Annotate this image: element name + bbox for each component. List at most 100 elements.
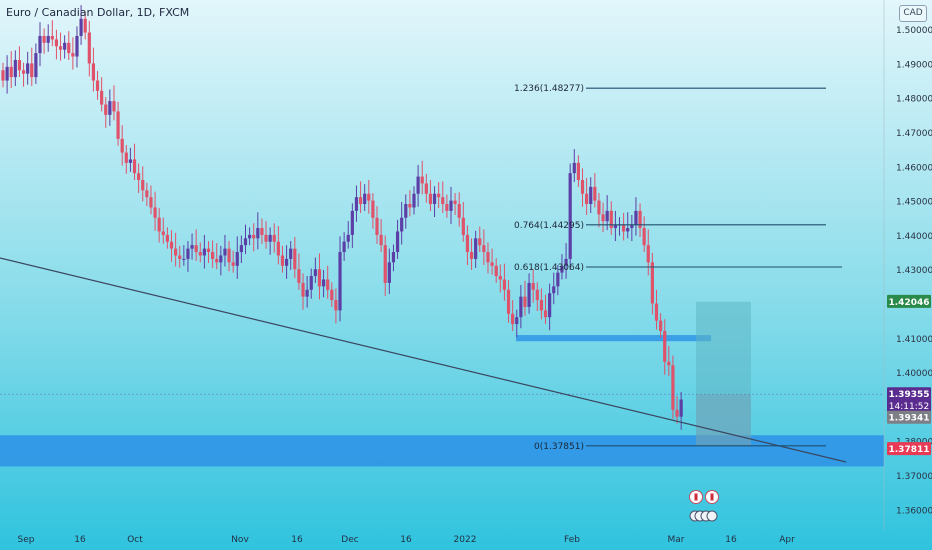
price-badge [887, 442, 931, 456]
candle-body [572, 162, 576, 174]
trend-line [0, 257, 847, 463]
flag-maple [710, 493, 714, 501]
candle-body [95, 80, 100, 91]
candle-body [305, 289, 309, 297]
candle-body [523, 296, 527, 307]
candle-body [202, 248, 206, 256]
candle-body [428, 193, 433, 205]
candle-body [387, 262, 391, 283]
candle-body [46, 35, 50, 43]
chart-title: Euro / Canadian Dollar, 1D, FXCM [6, 6, 190, 19]
candle-body [141, 180, 145, 191]
candle-body [112, 101, 116, 112]
candle-body [124, 152, 128, 163]
candle-body [350, 210, 354, 235]
candle-body [116, 111, 120, 139]
candle-body [531, 282, 535, 290]
candle-body [227, 248, 231, 263]
time-tick-label: 16 [74, 535, 86, 545]
candle-body [576, 162, 580, 181]
candle-body [100, 90, 104, 105]
candle-body [457, 204, 461, 218]
price-tick-label: 1.46000 [896, 163, 932, 173]
candle-body [543, 310, 548, 318]
candle-body [91, 63, 96, 81]
candle-body [289, 248, 293, 259]
candle-body [260, 228, 264, 235]
candle-body [379, 234, 383, 246]
demand-zone [0, 435, 884, 467]
candle-body [498, 276, 502, 280]
time-tick-label: Oct [127, 535, 143, 545]
candle-body [34, 53, 38, 78]
price-tick-label: 1.48000 [896, 95, 932, 105]
candle-body [346, 234, 350, 242]
candle-body [609, 210, 613, 229]
candle-body [502, 279, 507, 290]
candle-body [461, 217, 465, 235]
candle-body [593, 186, 597, 201]
candle-body [219, 255, 223, 263]
candle-body [663, 330, 667, 362]
candle-body [354, 197, 359, 211]
candle-body [597, 200, 601, 215]
candle-body [83, 18, 87, 33]
candle-body [145, 190, 149, 198]
candle-body [552, 286, 556, 294]
candle-body [198, 252, 202, 256]
candle-body [432, 193, 437, 205]
candle-body [358, 197, 363, 205]
candle-body [309, 276, 313, 290]
candle-body [453, 200, 457, 205]
candle-body [5, 66, 9, 81]
candle-body [42, 35, 46, 43]
candle-body [511, 313, 515, 325]
candle-body [75, 35, 79, 57]
candle-body [367, 193, 371, 201]
candle-body [87, 32, 91, 64]
candle-body [50, 35, 54, 40]
candle-body [490, 262, 494, 266]
candle-body [420, 176, 424, 184]
candle-body [585, 193, 589, 205]
candle-body [613, 224, 617, 229]
candle-body [408, 204, 412, 208]
candle-body [659, 320, 663, 331]
candle-body [13, 59, 17, 78]
candle-body [264, 234, 268, 242]
candle-body [239, 245, 243, 253]
candle-body [104, 104, 108, 115]
candle-body [67, 42, 71, 54]
currency-badge[interactable]: CAD [899, 5, 927, 22]
candle-body [235, 252, 239, 266]
candle-body [326, 279, 330, 290]
candle-body [445, 204, 449, 211]
candle-body [26, 63, 30, 74]
candle-body [231, 262, 235, 266]
candle-body [654, 303, 659, 321]
candle-body [38, 35, 42, 54]
candle-body [268, 234, 272, 242]
candle-body [149, 197, 153, 208]
candle-body [1, 70, 5, 81]
price-badge [887, 410, 931, 424]
candle-body [190, 245, 194, 249]
price-badge-text: 1.39355 [889, 390, 930, 400]
candle-body [206, 248, 211, 253]
candle-body [478, 238, 482, 246]
candle-body [128, 159, 133, 163]
candle-body [679, 399, 683, 417]
price-badge [887, 387, 931, 414]
fib-level-label: 0.764(1.44295) [514, 221, 584, 231]
candle-body [630, 224, 634, 229]
candle-body [334, 300, 338, 311]
candle-body [667, 361, 671, 366]
candle-body [21, 70, 26, 74]
price-tick-label: 1.40000 [896, 369, 932, 379]
flag-maple [694, 493, 698, 501]
price-tick-label: 1.43000 [896, 266, 932, 276]
countdown-text: 14:11:52 [889, 402, 929, 412]
time-tick-label: 16 [291, 535, 303, 545]
candle-body [280, 255, 285, 266]
